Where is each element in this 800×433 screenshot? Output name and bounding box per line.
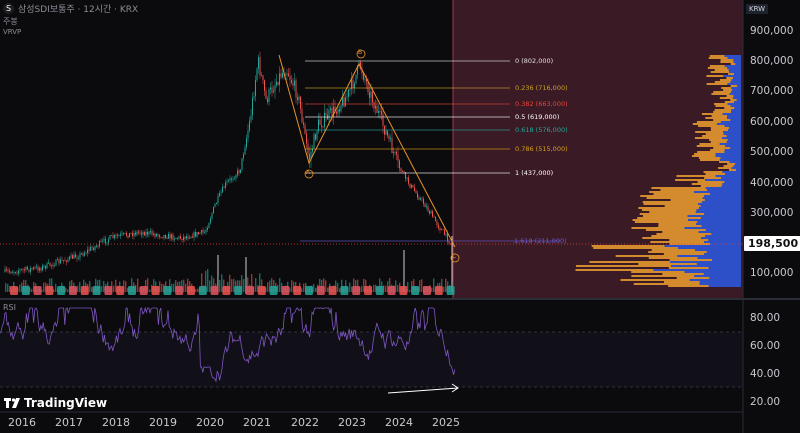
event-marker [21,286,30,295]
event-marker [33,286,42,295]
price-tick: 800,000 [750,55,794,67]
event-marker [352,286,361,295]
event-marker [269,286,278,295]
event-marker [293,286,302,295]
event-marker [434,286,443,295]
last-price-tag: 198,500 [744,236,800,251]
event-marker [257,286,266,295]
event-marker [387,286,396,295]
event-marker [116,286,125,295]
time-tick: 2017 [55,416,83,429]
event-marker [446,286,455,295]
event-marker [316,286,325,295]
tradingview-logo[interactable]: TradingView [4,396,107,410]
price-tick: 900,000 [750,25,794,37]
timeframe-label: 주봉 [3,17,18,26]
tradingview-logo-icon [4,398,20,408]
event-marker [92,286,101,295]
event-marker [281,286,290,295]
event-marker [364,286,372,295]
fib-label: 0.618 (576,000) [515,126,568,134]
time-tick: 2019 [149,416,177,429]
wave-letter-c: C [452,253,457,260]
event-marker [69,286,77,295]
event-marker [198,286,207,295]
event-marker [187,286,195,295]
symbol-title[interactable]: 삼성SDI보통주 · 12시간 · KRX [18,5,139,15]
currency-badge[interactable]: KRW [746,4,769,14]
pane-separator [0,298,800,300]
time-tick: 2018 [102,416,130,429]
time-tick: 2021 [243,416,271,429]
price-tick: 300,000 [750,207,794,219]
event-marker [80,286,89,295]
event-marker [328,286,337,295]
wave-label-b [356,49,366,59]
fib-label: 0 (802,000) [515,57,554,65]
rsi-tick: 20.00 [750,396,781,408]
time-tick: 2020 [196,416,224,429]
abc-wave-line[interactable] [278,54,456,248]
event-marker [210,286,219,295]
wave-label-c [450,253,460,263]
event-marker [10,286,18,295]
price-tick: 500,000 [750,146,794,158]
symbol-logo-icon: S [3,3,14,14]
rsi-tick: 40.00 [750,368,781,380]
event-marker [139,286,148,295]
wave-letter-a: A [306,169,311,176]
fib-label: 1 (437,000) [515,169,554,177]
event-marker [163,286,172,295]
fib-label: 0.786 (515,000) [515,145,568,153]
event-marker [57,286,66,295]
divergence-arrow[interactable] [387,387,459,394]
event-marker [305,286,313,295]
event-marker [104,286,113,295]
time-tick: 2023 [338,416,366,429]
rsi-tick: 60.00 [750,340,781,352]
event-markers[interactable] [10,286,455,295]
event-marker [222,286,231,295]
event-marker [423,286,431,295]
event-marker [175,286,184,295]
event-marker [399,286,408,295]
price-tick: 100,000 [750,267,794,279]
event-marker [246,286,254,295]
fib-label: 0.5 (619,000) [515,113,560,121]
rsi-label[interactable]: RSI [3,303,16,312]
fib-label: 0.236 (716,000) [515,84,568,92]
price-tick: 400,000 [750,177,794,189]
price-candles [4,51,453,294]
price-tick: 700,000 [750,85,794,97]
brand-name: TradingView [24,396,108,410]
time-tick: 2024 [385,416,413,429]
time-tick: 2016 [8,416,36,429]
event-marker [411,286,420,295]
event-marker [375,286,384,295]
event-marker [234,286,243,295]
fib-label: 0.382 (663,000) [515,100,568,108]
event-marker [128,286,136,295]
rsi-tick: 80.00 [750,312,781,324]
wave-letter-b: B [358,49,363,56]
wave-label-a [304,169,314,179]
rsi-line [0,306,456,383]
volume-profile [575,55,741,287]
event-marker [45,286,54,295]
event-marker [151,286,160,295]
chart-header: S 삼성SDI보통주 · 12시간 · KRX [3,2,138,15]
fib-label: 1.618 (211,000) [514,237,567,245]
price-tick: 600,000 [750,116,794,128]
indicator-label-vrvp[interactable]: VRVP [3,28,22,36]
time-tick: 2022 [291,416,319,429]
time-tick: 2025 [432,416,460,429]
event-marker [340,286,349,295]
